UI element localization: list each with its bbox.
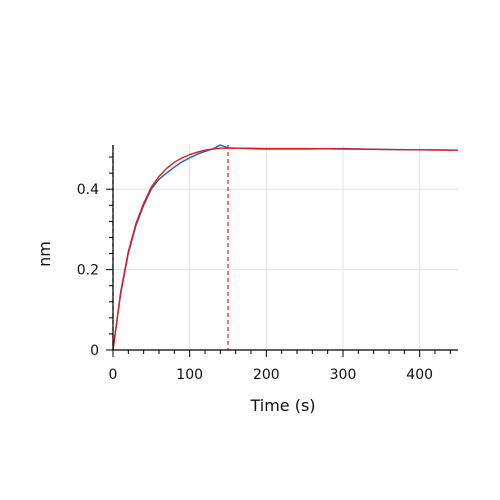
x-tick-label-2: 200 xyxy=(253,367,280,383)
y-tick-label-1: 0.2 xyxy=(77,263,99,279)
x-tick-label-0: 0 xyxy=(109,367,118,383)
y-tick-label-2: 0.4 xyxy=(77,182,99,198)
axes xyxy=(106,145,458,357)
series-line-1 xyxy=(112,147,459,351)
series-line-0 xyxy=(112,144,459,351)
y-tick-label-0: 0 xyxy=(90,343,99,359)
x-tick-label-3: 300 xyxy=(330,367,357,383)
series-lines xyxy=(112,144,459,351)
x-tick-label-4: 400 xyxy=(406,367,433,383)
grid-lines xyxy=(113,145,458,350)
x-axis-title: Time (s) xyxy=(249,396,315,415)
x-tick-label-1: 100 xyxy=(176,367,203,383)
y-axis-title: nm xyxy=(35,241,54,267)
tick-labels: 0 100 200 300 400 0 0.2 0.4 xyxy=(77,182,433,383)
